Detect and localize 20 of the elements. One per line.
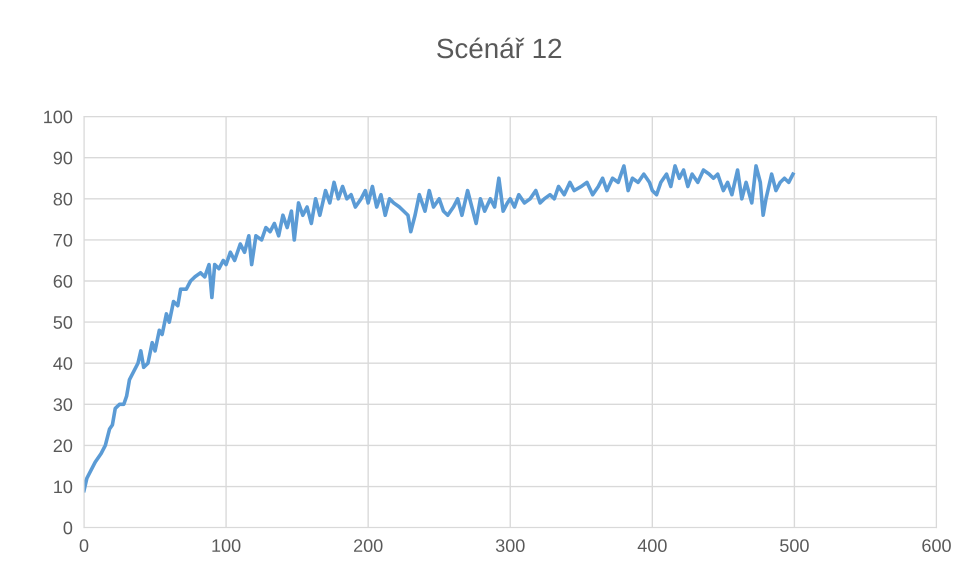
y-tick-label: 90 <box>54 152 72 164</box>
y-tick-label: 10 <box>54 480 72 494</box>
y-tick-label: 50 <box>54 316 72 329</box>
x-tick-label: 100 <box>212 539 240 552</box>
y-tick-label: 40 <box>53 357 72 370</box>
y-tick-label: 0 <box>64 522 72 534</box>
y-tick-label: 30 <box>53 398 72 412</box>
chart-title: Scénář 12 <box>437 38 562 58</box>
x-tick-label: 500 <box>780 539 809 552</box>
x-tick-label: 400 <box>638 539 667 552</box>
y-tick-label: 80 <box>54 192 72 206</box>
y-tick-label: 70 <box>54 234 72 247</box>
y-tick-label: 20 <box>54 439 72 452</box>
y-tick-label: 60 <box>54 274 72 288</box>
x-tick-label: 0 <box>80 539 88 552</box>
y-tick-label: 100 <box>44 110 72 124</box>
line-series <box>84 164 795 492</box>
x-tick-label: 600 <box>922 539 951 552</box>
x-tick-label: 200 <box>354 539 383 552</box>
x-tick-label: 300 <box>496 539 525 552</box>
